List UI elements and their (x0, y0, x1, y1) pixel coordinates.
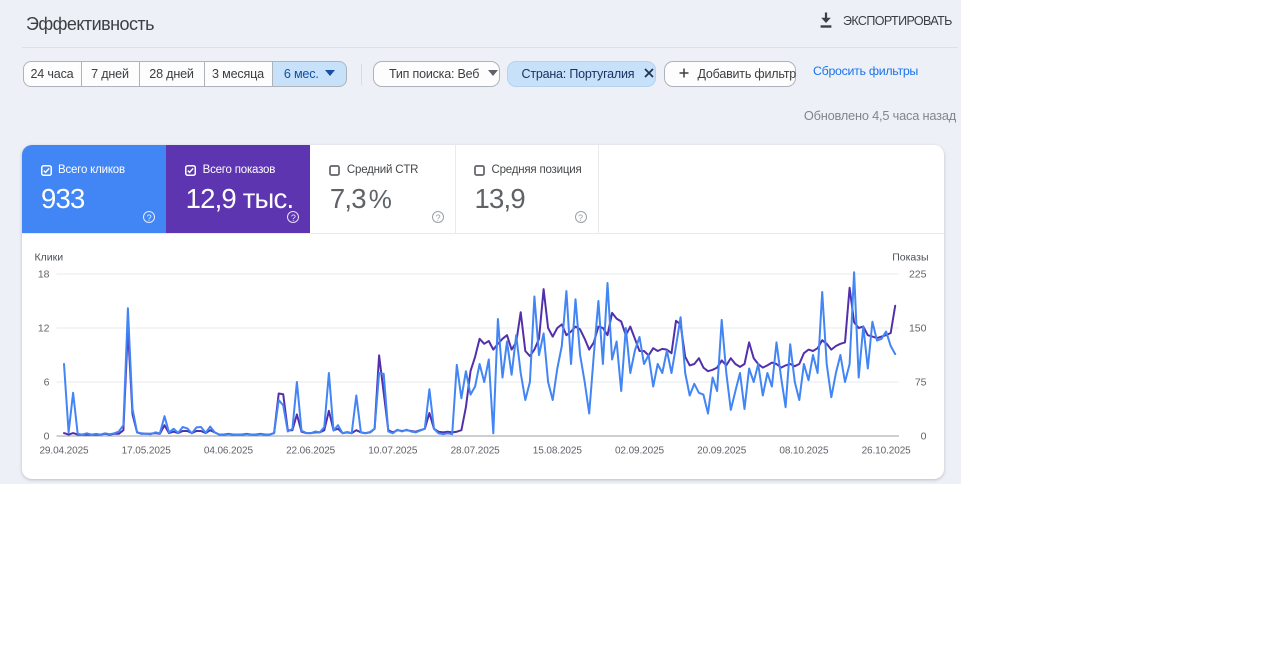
svg-text:0: 0 (921, 431, 927, 443)
svg-text:28.07.2025: 28.07.2025 (451, 446, 501, 457)
svg-text:150: 150 (909, 323, 927, 335)
svg-text:Показы: Показы (892, 252, 928, 264)
svg-text:26.10.2025: 26.10.2025 (862, 446, 912, 457)
svg-text:15.08.2025: 15.08.2025 (533, 446, 583, 457)
svg-text:225: 225 (909, 269, 927, 281)
svg-text:22.06.2025: 22.06.2025 (286, 446, 336, 457)
svg-text:Клики: Клики (35, 252, 64, 264)
svg-text:10.07.2025: 10.07.2025 (368, 446, 418, 457)
svg-text:17.05.2025: 17.05.2025 (122, 446, 172, 457)
svg-text:0: 0 (44, 431, 50, 443)
svg-text:12: 12 (38, 323, 50, 335)
svg-text:20.09.2025: 20.09.2025 (697, 446, 747, 457)
svg-text:18: 18 (38, 269, 50, 281)
svg-text:6: 6 (44, 377, 50, 389)
svg-text:08.10.2025: 08.10.2025 (779, 446, 829, 457)
svg-text:29.04.2025: 29.04.2025 (39, 446, 89, 457)
svg-text:75: 75 (915, 377, 927, 389)
svg-text:02.09.2025: 02.09.2025 (615, 446, 665, 457)
svg-text:04.06.2025: 04.06.2025 (204, 446, 254, 457)
